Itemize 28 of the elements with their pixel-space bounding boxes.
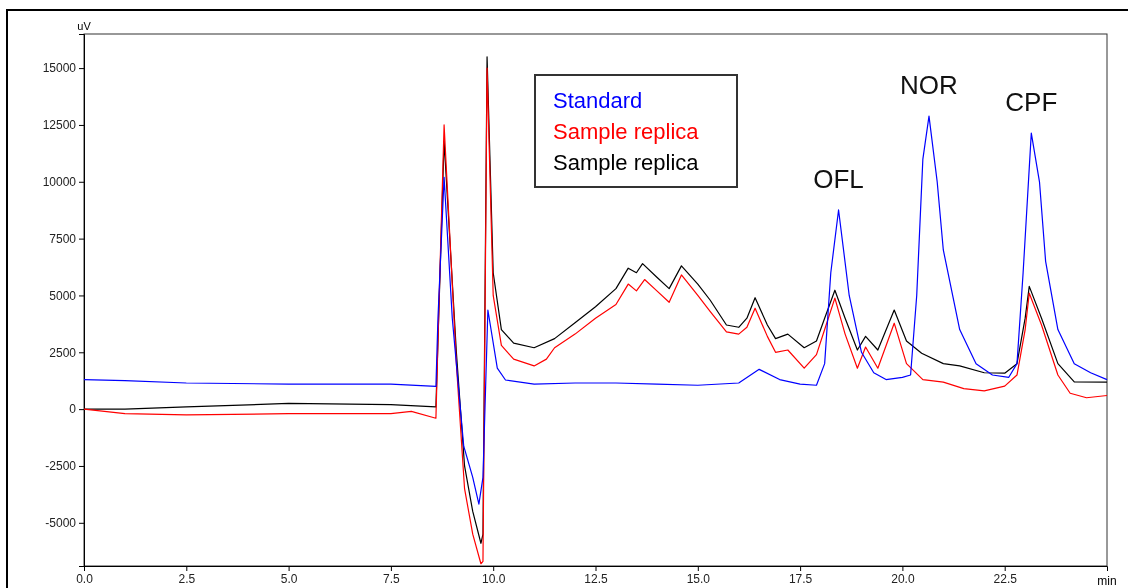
y-tick-label: 5000 xyxy=(49,288,77,303)
x-tick-label: 20.0 xyxy=(891,571,915,586)
line-series xyxy=(83,115,1108,505)
text: Sample replica xyxy=(553,150,700,175)
x-tick-label: 2.5 xyxy=(178,571,196,586)
x-tick-label: 12.5 xyxy=(584,571,608,586)
y-tick-label: 15000 xyxy=(42,61,77,76)
y-tick-label: 12500 xyxy=(42,118,77,133)
y-tick-label: 0 xyxy=(69,402,77,417)
x-tick-label: 5.0 xyxy=(280,571,298,586)
text: Standard xyxy=(553,88,643,113)
x-tick-label: 17.5 xyxy=(788,571,813,586)
text: Sample replica xyxy=(553,119,700,144)
x-tick-label: 22.5 xyxy=(993,571,1018,586)
x-tick-label: 15.0 xyxy=(686,571,711,586)
y-tick-label: 2500 xyxy=(49,345,77,360)
y-tick-label: 7500 xyxy=(49,231,77,246)
annotation: CPF xyxy=(1005,87,1058,118)
annotation: NOR xyxy=(900,70,958,101)
x-axis-title: min xyxy=(1097,574,1117,588)
annotation: OFL xyxy=(813,163,864,194)
y-tick-label: -5000 xyxy=(45,516,77,531)
x-tick-label: 0.0 xyxy=(76,571,94,586)
y-axis-title: uV xyxy=(77,20,92,32)
y-tick-label: 10000 xyxy=(42,175,77,190)
x-tick-label: 10.0 xyxy=(482,571,506,586)
x-tick-label: 7.5 xyxy=(383,571,401,586)
y-tick-label: -2500 xyxy=(45,459,77,474)
